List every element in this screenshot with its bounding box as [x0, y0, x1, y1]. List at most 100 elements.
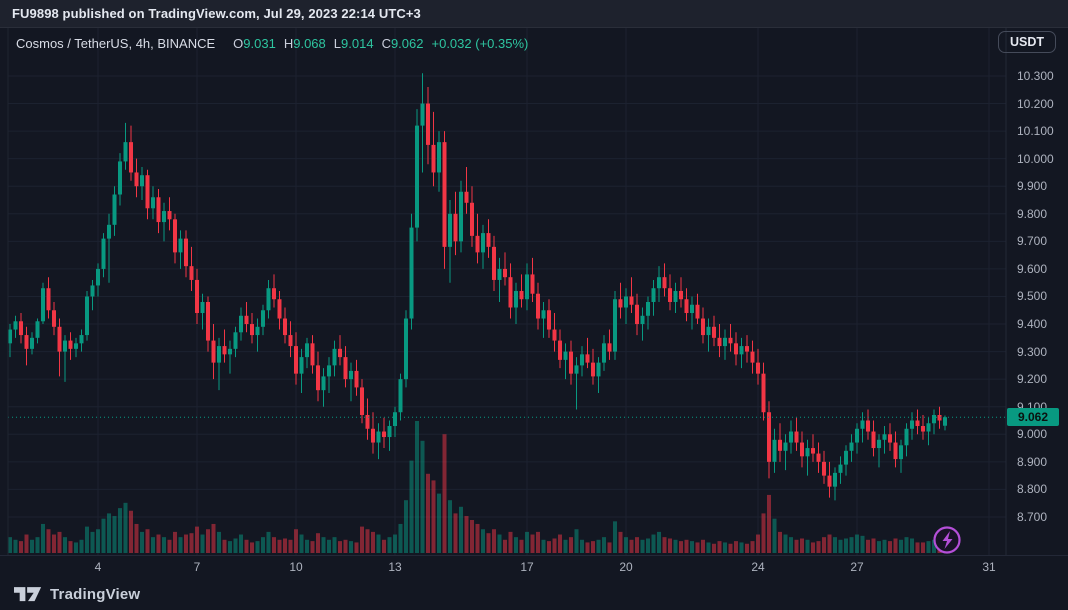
candle-body: [107, 224, 111, 239]
tradingview-brand-link[interactable]: TradingView: [14, 586, 140, 603]
candle-body: [420, 103, 425, 126]
candle-body: [371, 428, 375, 443]
volume-bar: [283, 538, 287, 553]
candle-body: [657, 277, 661, 289]
candle-body: [915, 420, 920, 427]
volume-bar: [519, 539, 524, 553]
volume-bar: [563, 539, 568, 553]
volume-bar: [90, 531, 95, 553]
candle-body: [701, 318, 705, 336]
candle-body: [299, 357, 304, 374]
volume-bar: [184, 534, 188, 553]
chart-canvas[interactable]: [0, 28, 1068, 578]
volume-bar: [497, 534, 502, 553]
volume-bar: [404, 500, 408, 553]
time-scale[interactable]: 4 7 10 13 17 20 24 27 31: [0, 555, 1068, 579]
volume-bar: [217, 531, 221, 553]
volume-bar: [866, 539, 870, 553]
candle-body: [712, 326, 716, 338]
candle-body: [459, 191, 463, 242]
volume-bar: [728, 543, 733, 553]
volume-bar: [657, 531, 661, 553]
volume-bar: [492, 529, 496, 553]
candle-body: [761, 373, 766, 413]
candle-body: [811, 448, 815, 454]
currency-toggle-button[interactable]: USDT: [997, 31, 1056, 53]
volume-bar: [827, 534, 832, 553]
volume-bar: [294, 529, 298, 553]
symbol-name[interactable]: Cosmos / TetherUS, 4h, BINANCE: [16, 36, 216, 51]
candle-body: [893, 442, 898, 460]
volume-bar: [899, 539, 903, 553]
volume-bar: [189, 533, 194, 553]
volume-bar: [745, 543, 749, 553]
candle-body: [877, 439, 881, 449]
volume-bar: [57, 531, 62, 553]
volume-bar: [800, 538, 804, 553]
candle-body: [112, 194, 117, 225]
low-value: 9.014: [341, 36, 374, 51]
volume-bar: [706, 542, 711, 553]
candle-body: [800, 442, 804, 457]
candle-body: [409, 227, 414, 319]
volume-bar: [145, 529, 150, 553]
open-label: O: [233, 36, 244, 51]
volume-bar: [607, 542, 612, 553]
time-tick-label: 7: [193, 560, 201, 574]
candle-body: [849, 442, 854, 451]
candle-body: [404, 318, 408, 380]
time-tick-label: 10: [289, 560, 303, 574]
price-tick-label: 9.800: [1017, 206, 1048, 221]
price-scale[interactable]: 10.300 10.200 10.100 10.000 9.900 9.800 9.700 9…: [1006, 28, 1068, 555]
attribution-text: FU9898 published on TradingView.com, Jul…: [12, 6, 421, 21]
volume-bar: [239, 534, 243, 553]
volume-bar: [266, 531, 271, 553]
volume-bar: [96, 529, 100, 553]
volume-bar: [926, 541, 931, 553]
volume-bar: [354, 542, 359, 553]
volume-bar: [162, 537, 166, 553]
volume-bar: [525, 531, 529, 553]
price-tick-label: 9.000: [1017, 427, 1048, 442]
candle-body: [354, 370, 359, 388]
candle-body: [536, 293, 540, 319]
volume-bar: [805, 539, 810, 553]
volume-bar: [316, 533, 320, 553]
close-label: C: [381, 36, 391, 51]
volume-bar: [167, 539, 172, 553]
volume-bar: [327, 539, 331, 553]
candle-body: [305, 343, 309, 358]
volume-bar: [156, 534, 161, 553]
candle-body: [778, 439, 782, 451]
volume-bar: [536, 531, 540, 553]
price-tick-label: 10.200: [1017, 96, 1054, 111]
volume-bar: [85, 526, 89, 553]
candle-body: [690, 304, 694, 314]
volume-bar: [30, 539, 34, 553]
volume-bar: [580, 539, 584, 553]
volume-bar: [569, 537, 573, 553]
volume-bar: [35, 537, 40, 553]
volume-bar: [618, 531, 623, 553]
candle-body: [393, 412, 397, 427]
volume-bar: [778, 531, 782, 553]
candle-body: [888, 434, 892, 443]
volume-bar: [503, 539, 507, 553]
candle-body: [475, 235, 480, 253]
time-tick-label: 20: [619, 560, 633, 574]
candle-body: [794, 431, 799, 443]
candle-body: [728, 337, 733, 344]
volume-bar: [695, 542, 700, 553]
change-value: +0.032 (+0.35%): [431, 36, 529, 51]
high-label: H: [283, 36, 294, 51]
price-tick-label: 8.800: [1017, 482, 1048, 497]
volume-bar: [420, 440, 425, 553]
volume-bar: [233, 538, 238, 553]
candle-body: [288, 335, 293, 347]
candle-body: [844, 450, 848, 465]
volume-bar: [140, 531, 144, 553]
volume-bar: [244, 539, 249, 553]
candle-body: [805, 448, 810, 457]
volume-bar: [206, 529, 210, 553]
candle-body: [283, 318, 287, 336]
